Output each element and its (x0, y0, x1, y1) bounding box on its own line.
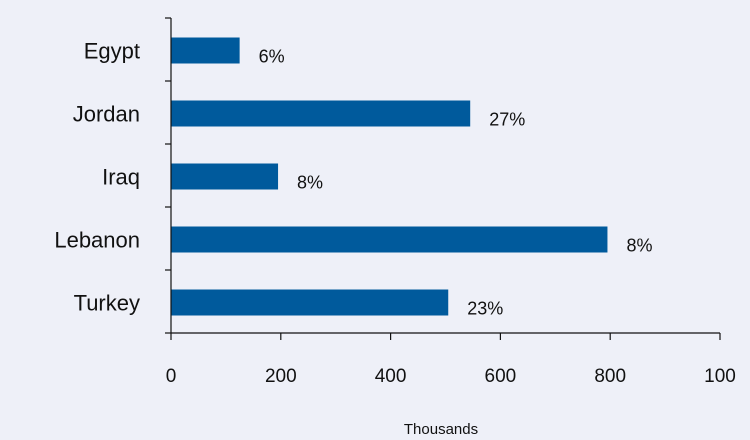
data-labels: 6% 27% 8% 8% 23% (259, 47, 653, 319)
category-label-egypt: Egypt (84, 39, 140, 64)
bars-layer (171, 37, 608, 316)
bar-jordan (171, 100, 471, 127)
x-tick-label: 400 (375, 366, 407, 387)
category-label-lebanon: Lebanon (54, 228, 140, 253)
data-label-egypt: 6% (259, 47, 285, 67)
bar-turkey (171, 289, 449, 316)
x-tick-labels: 0 200 400 600 800 100 (166, 366, 736, 387)
category-label-iraq: Iraq (102, 165, 140, 190)
data-label-iraq: 8% (297, 173, 323, 193)
data-label-turkey: 23% (467, 299, 503, 319)
data-label-jordan: 27% (489, 110, 525, 130)
axes (165, 17, 721, 340)
x-axis-title: Thousands (404, 421, 478, 438)
bar-egypt (171, 37, 240, 64)
x-tick-label: 0 (166, 366, 177, 387)
x-tick-label: 800 (594, 366, 626, 387)
data-label-lebanon: 8% (626, 236, 652, 256)
category-label-jordan: Jordan (73, 102, 140, 127)
x-tick-label: 200 (265, 366, 297, 387)
category-labels: Egypt Jordan Iraq Lebanon Turkey (54, 39, 140, 316)
x-tick-label: 100 (704, 366, 736, 387)
category-label-turkey: Turkey (74, 291, 140, 316)
bar-lebanon (171, 226, 608, 253)
x-tick-label: 600 (485, 366, 517, 387)
bar-iraq (171, 163, 279, 190)
